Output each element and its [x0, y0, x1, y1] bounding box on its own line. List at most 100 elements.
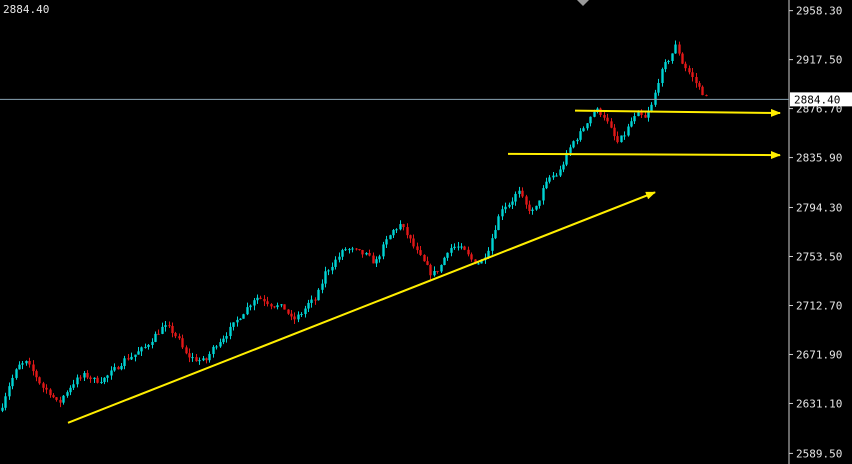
candle-body	[361, 250, 364, 255]
candle-body	[161, 326, 164, 334]
candle-body	[25, 361, 28, 364]
candle-body	[280, 304, 283, 306]
candle-body	[103, 377, 106, 382]
candle-body	[491, 238, 494, 251]
candle-body	[270, 304, 273, 307]
candle-body	[647, 111, 650, 118]
candle-body	[518, 190, 521, 194]
candle-body	[419, 250, 422, 255]
candle-body	[562, 164, 565, 170]
y-tick-label: 2631.10	[796, 397, 842, 410]
candle-body	[613, 127, 616, 137]
candle-body	[327, 270, 330, 272]
candle-body	[174, 333, 177, 337]
candle-body	[446, 252, 449, 258]
candle-body	[661, 69, 664, 84]
candle-body	[338, 256, 341, 260]
candle-body	[69, 387, 72, 393]
candle-body	[324, 271, 327, 284]
candle-body	[93, 377, 96, 380]
candle-body	[140, 347, 143, 352]
candle-body	[76, 377, 79, 385]
candle-body	[582, 128, 585, 132]
candle-body	[412, 238, 415, 247]
candle-body	[331, 266, 334, 271]
candle-body	[501, 209, 504, 217]
candle-body	[164, 325, 167, 327]
candle-body	[528, 204, 531, 211]
y-tick-label: 2794.30	[796, 202, 842, 215]
candle-body	[545, 181, 548, 189]
candle-body	[450, 248, 453, 253]
candle-body	[565, 152, 568, 165]
candle-body	[606, 117, 609, 122]
candle-body	[147, 344, 150, 347]
candle-body	[185, 347, 188, 354]
candle-body	[365, 252, 368, 255]
candle-body	[127, 358, 130, 360]
candle-body	[616, 136, 619, 143]
candle-body	[657, 83, 660, 93]
candle-body	[569, 147, 572, 153]
y-tick-label: 2917.50	[796, 54, 842, 67]
candle-body	[610, 121, 613, 128]
price-readout: 2884.40	[3, 3, 50, 16]
candle-body	[225, 336, 228, 339]
candle-body	[42, 383, 45, 388]
candle-body	[123, 358, 126, 366]
candle-body	[429, 264, 432, 276]
candle-body	[664, 61, 667, 70]
candle-body	[671, 53, 674, 61]
candle-body	[86, 372, 89, 378]
candle-body	[457, 246, 460, 248]
candle-body	[4, 396, 7, 408]
candle-body	[548, 177, 551, 182]
candle-body	[630, 121, 633, 127]
candle-body	[334, 259, 337, 267]
candle-body	[249, 305, 252, 308]
candle-body	[290, 313, 293, 317]
candle-body	[494, 230, 497, 239]
candle-body	[355, 248, 358, 250]
candle-body	[525, 196, 528, 205]
candle-body	[409, 235, 412, 239]
candle-body	[314, 299, 317, 301]
candle-body	[593, 111, 596, 117]
candle-body	[120, 365, 123, 370]
candle-body	[572, 141, 575, 148]
candle-body	[633, 116, 636, 122]
candle-body	[382, 244, 385, 257]
candle-body	[443, 257, 446, 266]
candle-body	[654, 92, 657, 105]
candle-body	[8, 386, 11, 397]
annotation-arrow-3	[507, 151, 781, 160]
candle-body	[480, 259, 483, 264]
candle-body	[433, 271, 436, 276]
candle-body	[637, 111, 640, 117]
scroll-marker-icon	[577, 0, 589, 6]
candle-body	[242, 314, 245, 319]
candle-body	[487, 250, 490, 258]
candle-body	[392, 230, 395, 236]
candle-body	[45, 387, 48, 390]
candle-body	[259, 297, 262, 299]
candle-body	[406, 227, 409, 236]
candle-body	[467, 249, 470, 255]
candle-body	[263, 298, 266, 302]
candle-body	[504, 206, 507, 210]
candle-body	[113, 367, 116, 371]
candle-body	[586, 123, 589, 129]
candle-body	[1, 407, 4, 411]
candle-body	[283, 304, 286, 310]
candle-body	[11, 377, 14, 387]
candle-body	[511, 201, 514, 205]
candle-body	[151, 341, 154, 345]
candle-body	[256, 297, 259, 301]
candle-body	[542, 188, 545, 201]
candle-body	[276, 305, 279, 308]
candle-body	[589, 116, 592, 124]
candle-body	[695, 77, 698, 84]
candle-body	[106, 375, 109, 378]
candle-body	[681, 53, 684, 64]
